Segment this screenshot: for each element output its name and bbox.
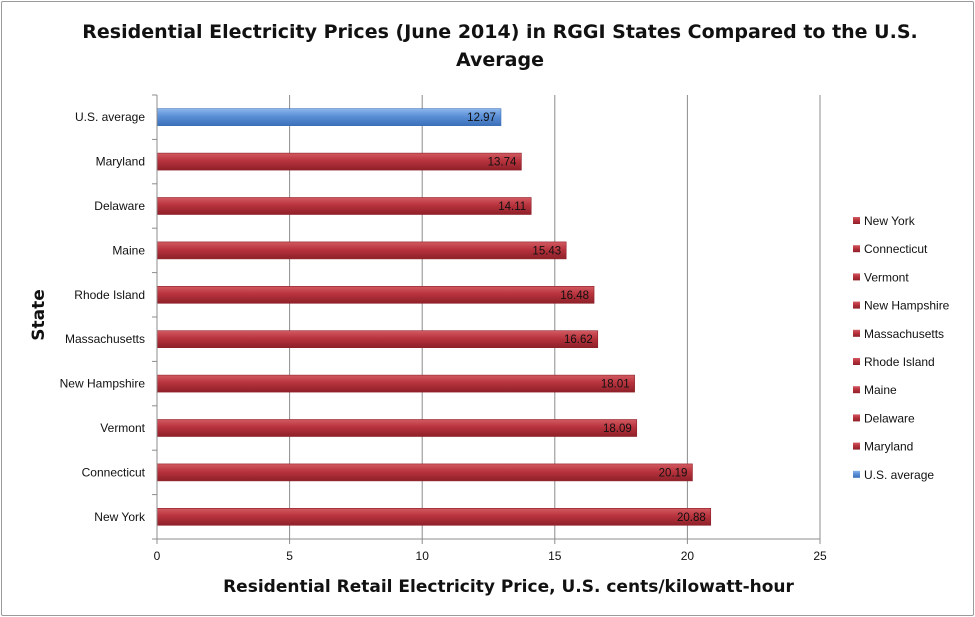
y-tick-label: U.S. average	[75, 110, 145, 124]
y-tick-label: Delaware	[94, 199, 145, 213]
data-label: 16.48	[560, 290, 589, 302]
y-tick-label: Maryland	[96, 155, 145, 169]
bar	[156, 374, 635, 393]
legend-label: U.S. average	[864, 468, 934, 482]
bar	[156, 419, 638, 437]
bar	[156, 197, 532, 215]
y-tick-label: Maine	[112, 243, 145, 257]
legend-swatch	[853, 470, 860, 478]
legend-label: New York	[864, 214, 916, 228]
chart-title: Residential Electricity Prices (June 201…	[82, 21, 918, 71]
legend-swatch	[853, 273, 860, 281]
bar	[156, 507, 712, 526]
legend-swatch	[853, 217, 860, 224]
x-tick-label: 10	[416, 549, 430, 563]
data-label: 13.74	[488, 157, 517, 169]
legend-label: Vermont	[864, 270, 909, 284]
y-tick-label: Vermont	[100, 421, 145, 435]
y-axis-title: State	[29, 289, 49, 341]
y-tick-label: New York	[94, 510, 146, 524]
legend-swatch	[853, 301, 860, 309]
x-tick-label: 20	[681, 549, 695, 563]
x-tick-label: 25	[813, 549, 827, 563]
legend-label: Delaware	[864, 411, 915, 425]
x-axis-title: Residential Retail Electricity Price, U.…	[223, 577, 794, 597]
bar	[156, 285, 595, 304]
bar	[156, 108, 502, 126]
data-label: 20.88	[677, 512, 706, 524]
y-tick-label: New Hampshire	[60, 377, 146, 391]
legend-swatch	[853, 442, 860, 450]
data-label: 16.62	[564, 334, 593, 346]
bar	[156, 463, 693, 482]
bar	[156, 152, 522, 171]
data-label: 14.11	[498, 201, 526, 213]
legend-label: New Hampshire	[864, 299, 950, 313]
bar	[156, 241, 567, 260]
x-tick-label: 0	[154, 549, 161, 563]
data-label: 15.43	[532, 245, 561, 257]
legend-label: Maryland	[864, 440, 913, 454]
legend-swatch	[853, 414, 860, 422]
legend-swatch	[853, 386, 860, 394]
x-tick-label: 15	[548, 549, 562, 563]
y-tick-label: Massachusetts	[65, 332, 145, 346]
y-tick-label: Connecticut	[82, 465, 146, 479]
legend-swatch	[853, 329, 860, 337]
bar	[156, 330, 599, 349]
y-tick-label: Rhode Island	[74, 288, 145, 302]
x-tick-label: 5	[286, 549, 293, 563]
data-label: 18.09	[603, 423, 632, 435]
legend-label: Maine	[864, 383, 897, 397]
legend-label: Rhode Island	[864, 355, 935, 369]
data-label: 12.97	[467, 112, 496, 124]
data-label: 20.19	[659, 467, 688, 479]
legend-swatch	[853, 245, 860, 253]
data-label: 18.01	[601, 379, 630, 391]
legend-swatch	[853, 358, 860, 365]
legend-label: Connecticut	[864, 242, 928, 256]
legend-label: Massachusetts	[864, 327, 944, 341]
